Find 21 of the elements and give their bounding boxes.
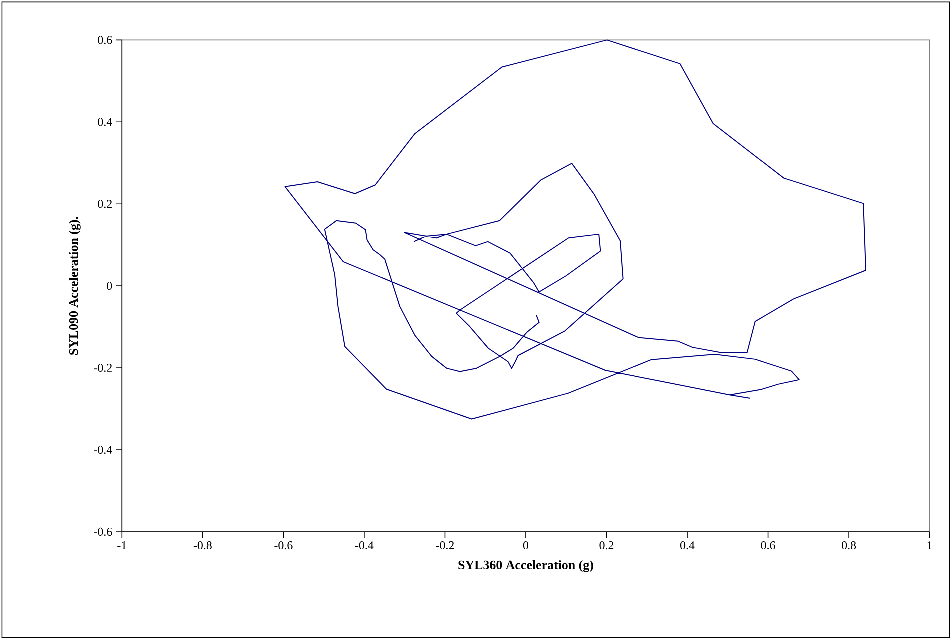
- y-tick-label: -0.2: [94, 364, 112, 372]
- x-axis-title: SYL360 Acceleration (g): [458, 560, 594, 572]
- x-tick-label: 0: [523, 541, 529, 550]
- x-tick-label: -0.6: [274, 541, 293, 550]
- y-tick-label: -0.4: [94, 446, 112, 454]
- y-tick-label: -0.6: [94, 528, 112, 536]
- x-tick-label: 1: [928, 541, 932, 550]
- y-tick-label: 0.6: [98, 36, 112, 44]
- x-tick-label: -0.4: [355, 541, 374, 550]
- x-tick-label: 0.8: [842, 541, 856, 550]
- line-series: [284, 40, 867, 420]
- x-tick-label: 0.4: [680, 541, 695, 550]
- x-tick-label: 0.6: [761, 541, 776, 550]
- y-tick-label: 0.2: [98, 200, 112, 208]
- y-tick-label: 0.4: [98, 118, 112, 126]
- x-tick-label: -0.8: [194, 541, 212, 550]
- y-axis-title: SYL090 Acceleration (g).: [69, 217, 81, 355]
- y-tick-label: 0: [107, 282, 112, 290]
- x-tick-label: 0.2: [600, 541, 614, 550]
- x-tick-label: -1: [118, 541, 126, 550]
- x-tick-label: -0.2: [436, 541, 454, 550]
